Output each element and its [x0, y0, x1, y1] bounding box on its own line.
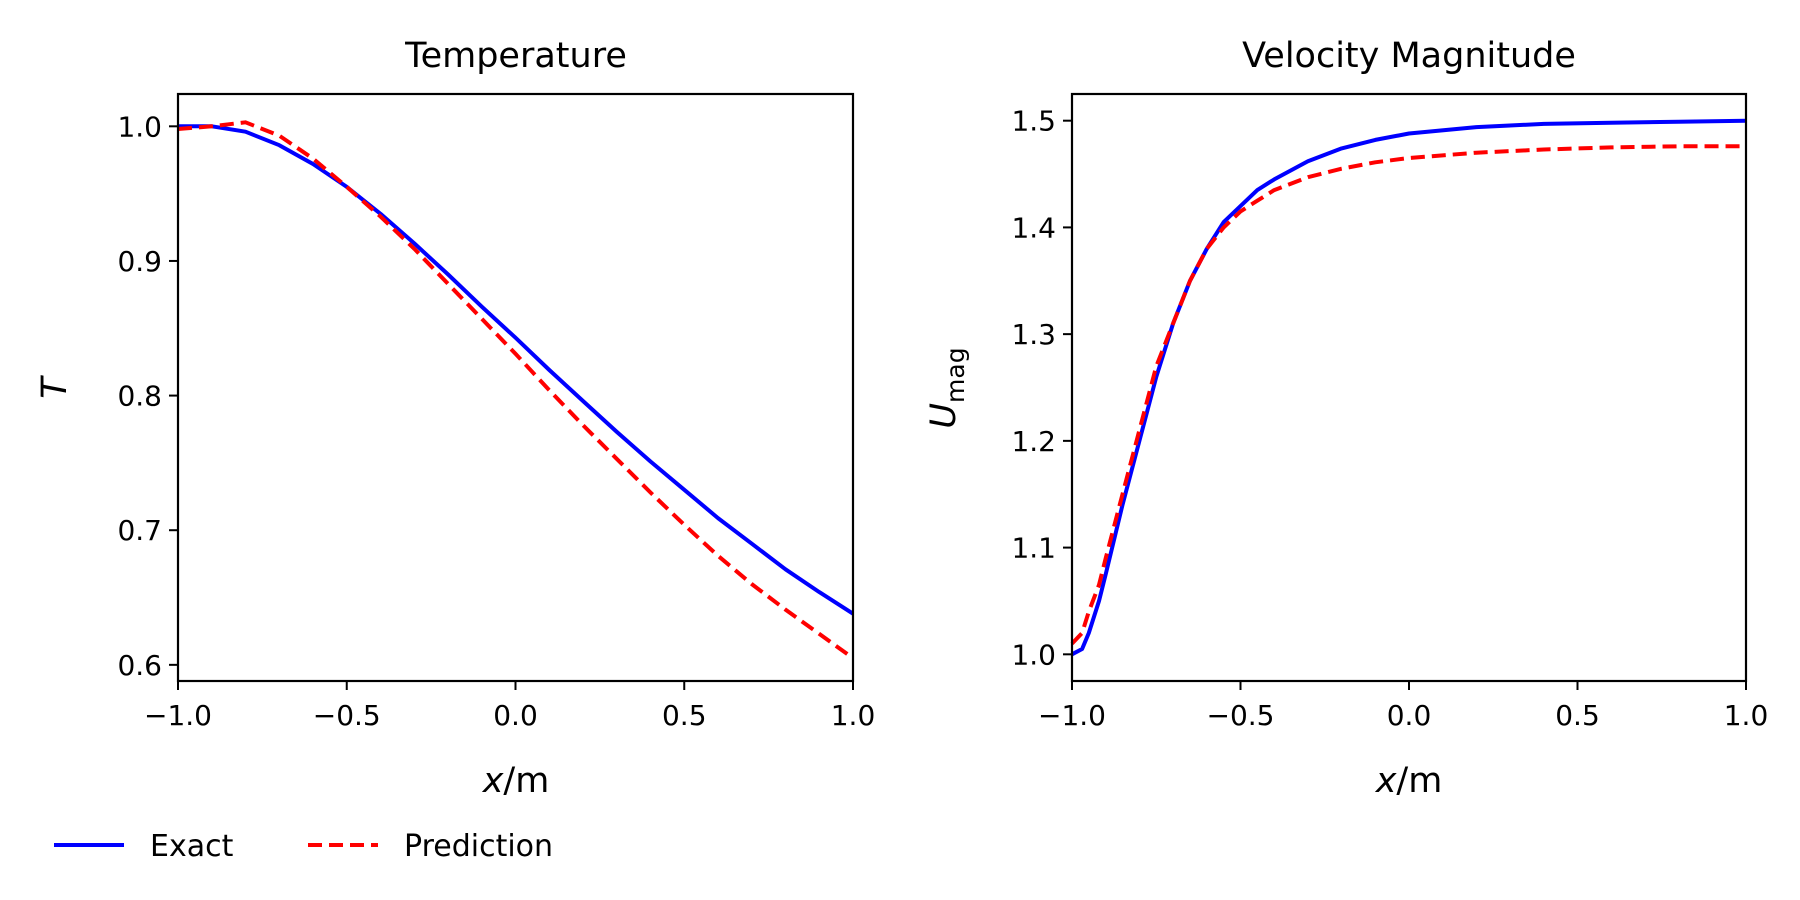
- temperature-y-tick-label: 0.9: [117, 245, 162, 278]
- velocity-y-axis-label: Umag: [924, 347, 970, 428]
- temperature-axes-frame: [176, 92, 855, 683]
- velocity-x-tick-label: 0.0: [1387, 699, 1432, 732]
- temperature-prediction-line: [177, 120, 855, 660]
- temperature-y-tick-label: 0.8: [117, 380, 162, 413]
- velocity-y-tick-label: 1.1: [1011, 532, 1056, 565]
- velocity-x-axis-label: x/m: [1375, 761, 1443, 801]
- velocity-panel: Velocity Magnitude −1.0 −0.5 0.0 0.5 1.0 1.0 1…: [924, 36, 1768, 801]
- temperature-panel: Temperature −1.0 −0.5 0.0 0.5 1.0 0.6 0.7 0.8 0.…: [35, 36, 875, 801]
- temperature-x-tick-label: −0.5: [313, 699, 381, 732]
- velocity-y-tick-label: 1.2: [1011, 425, 1056, 458]
- velocity-prediction-line: [1070, 144, 1746, 645]
- temperature-y-tick-label: 1.0: [117, 110, 162, 143]
- legend-exact-label: Exact: [150, 829, 234, 864]
- velocity-y-tick-label: 1.4: [1011, 211, 1056, 244]
- temperature-y-tick-label: 0.6: [117, 649, 162, 682]
- temperature-exact-line: [178, 124, 855, 616]
- temperature-ticks: −1.0 −0.5 0.0 0.5 1.0 0.6 0.7 0.8 0.9 1.0: [117, 110, 875, 732]
- velocity-axes-frame: [1070, 92, 1748, 683]
- velocity-x-tick-label: 1.0: [1724, 699, 1769, 732]
- velocity-y-tick-label: 1.3: [1011, 318, 1056, 351]
- velocity-x-tick-label: 0.5: [1555, 699, 1600, 732]
- temperature-x-axis-label: x/m: [482, 761, 550, 801]
- velocity-y-tick-label: 1.5: [1011, 105, 1056, 138]
- velocity-x-tick-label: −0.5: [1207, 699, 1275, 732]
- velocity-x-tick-label: −1.0: [1038, 699, 1106, 732]
- temperature-lines: [177, 120, 855, 660]
- velocity-y-tick-label: 1.0: [1011, 638, 1056, 671]
- legend: Exact Prediction: [54, 829, 553, 864]
- temperature-x-tick-label: 0.0: [493, 699, 538, 732]
- velocity-exact-line: [1071, 118, 1747, 657]
- temperature-title: Temperature: [404, 36, 627, 76]
- temperature-x-tick-label: −1.0: [144, 699, 212, 732]
- temperature-y-axis-label: T: [35, 375, 75, 399]
- velocity-title: Velocity Magnitude: [1242, 36, 1576, 76]
- velocity-lines: [1070, 118, 1747, 657]
- temperature-x-tick-label: 1.0: [831, 699, 876, 732]
- velocity-ticks: −1.0 −0.5 0.0 0.5 1.0 1.0 1.1 1.2 1.3 1.4 1.5: [1011, 105, 1768, 732]
- legend-prediction-label: Prediction: [404, 829, 553, 864]
- temperature-y-tick-label: 0.7: [117, 514, 162, 547]
- temperature-x-tick-label: 0.5: [662, 699, 707, 732]
